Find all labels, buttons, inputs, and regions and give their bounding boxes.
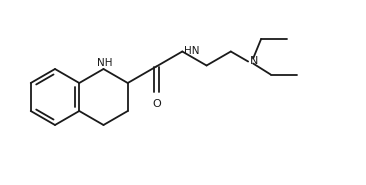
Text: HN: HN <box>184 46 200 56</box>
Text: NH: NH <box>97 58 112 68</box>
Text: O: O <box>152 98 161 108</box>
Text: N: N <box>250 56 258 65</box>
